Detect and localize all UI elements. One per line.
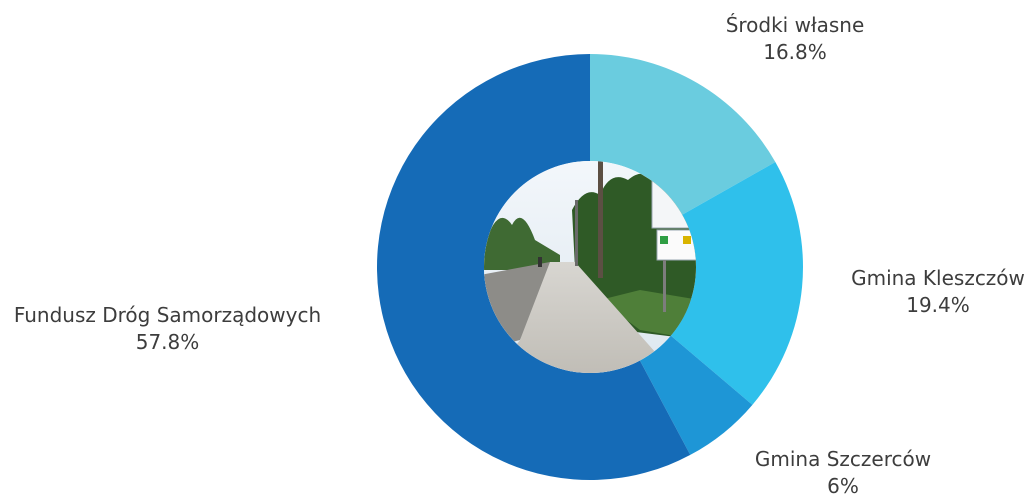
donut-slices bbox=[377, 54, 803, 480]
slice-value: 57.8% bbox=[135, 330, 200, 354]
slice-label-gmina-kleszczow: Gmina Kleszczów 19.4% bbox=[838, 265, 1033, 319]
slice-name: Fundusz Dróg Samorządowych bbox=[13, 303, 322, 327]
slice-2 bbox=[639, 335, 753, 455]
slice-1 bbox=[670, 162, 803, 405]
center-photo bbox=[484, 161, 696, 373]
slice-label-gmina-szczercow: Gmina Szczerców 6% bbox=[733, 446, 953, 499]
slice-3 bbox=[377, 54, 691, 480]
slice-label-srodki-wlasne: Środki własne 16.8% bbox=[700, 12, 890, 66]
slice-value: 16.8% bbox=[763, 40, 827, 64]
slice-value: 6% bbox=[827, 474, 859, 498]
slice-label-fundusz-drog-samorzadowych: Fundusz Dróg Samorządowych 57.8% bbox=[0, 302, 335, 356]
slice-name: Gmina Kleszczów bbox=[851, 266, 1025, 290]
slice-0 bbox=[590, 54, 776, 215]
slice-value: 19.4% bbox=[906, 293, 970, 317]
slice-name: Środki własne bbox=[725, 13, 865, 37]
slice-name: Gmina Szczerców bbox=[754, 447, 932, 471]
